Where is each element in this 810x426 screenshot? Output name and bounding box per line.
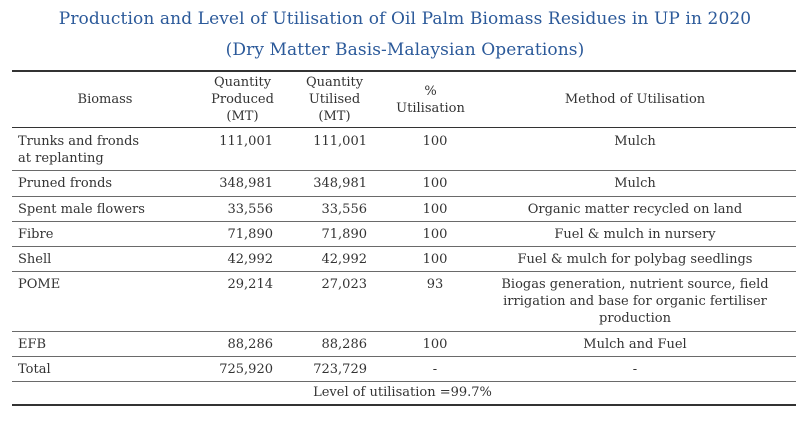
row-divider <box>12 381 796 382</box>
cell-method: Mulch <box>614 176 656 191</box>
cell-utilised: 71,890 <box>321 227 368 242</box>
table-subtitle: (Dry Matter Basis-Malaysian Operations) <box>225 40 585 60</box>
header-biomass: Biomass <box>77 92 133 107</box>
cell-utilised: 348,981 <box>313 176 367 191</box>
cell-method: Fuel & mulch in nursery <box>554 227 716 242</box>
row-divider <box>12 271 796 272</box>
bottom-rule <box>12 404 796 406</box>
row-divider <box>12 170 796 171</box>
cell-method: Fuel & mulch for polybag seedlings <box>517 252 753 267</box>
cell-biomass: Pruned fronds <box>18 176 113 191</box>
row-divider <box>12 331 796 332</box>
cell-pct: 100 <box>422 202 448 217</box>
cell-produced: 42,992 <box>227 252 274 267</box>
cell-pct: - <box>432 362 438 377</box>
cell-biomass: Trunks and fronds at replanting <box>18 134 140 166</box>
header-method: Method of Utilisation <box>564 92 706 107</box>
row-divider <box>12 356 796 357</box>
cell-utilised: 27,023 <box>321 277 368 292</box>
cell-method: Mulch and Fuel <box>583 337 687 352</box>
header-pct-utilisation: % Utilisation <box>396 84 465 116</box>
row-divider <box>12 246 796 247</box>
cell-biomass: Shell <box>18 252 52 267</box>
header-qty-produced: Quantity Produced (MT) <box>211 75 274 124</box>
cell-utilised: 88,286 <box>321 337 368 352</box>
cell-utilised: 42,992 <box>321 252 368 267</box>
cell-utilised: 111,001 <box>313 134 367 149</box>
table-title: Production and Level of Utilisation of O… <box>58 9 752 29</box>
header-rule <box>12 127 796 128</box>
cell-produced: 33,556 <box>227 202 274 217</box>
row-divider <box>12 196 796 197</box>
cell-biomass: Spent male flowers <box>18 202 145 217</box>
cell-biomass: EFB <box>18 337 47 352</box>
row-divider <box>12 221 796 222</box>
cell-biomass: Total <box>18 362 51 377</box>
utilisation-level-note: Level of utilisation =99.7% <box>313 385 492 400</box>
cell-produced: 71,890 <box>227 227 274 242</box>
cell-method: Organic matter recycled on land <box>527 202 743 217</box>
cell-utilised: 33,556 <box>321 202 368 217</box>
cell-pct: 100 <box>422 227 448 242</box>
cell-produced: 29,214 <box>227 277 274 292</box>
cell-pct: 100 <box>422 134 448 149</box>
cell-pct: 100 <box>422 252 448 267</box>
cell-produced: 725,920 <box>219 362 273 377</box>
cell-pct: 100 <box>422 176 448 191</box>
cell-method: - <box>632 362 638 377</box>
cell-method: Biogas generation, nutrient source, fiel… <box>501 277 769 326</box>
cell-pct: 100 <box>422 337 448 352</box>
cell-method: Mulch <box>614 134 656 149</box>
cell-biomass: POME <box>18 277 61 292</box>
cell-pct: 93 <box>426 277 444 292</box>
header-qty-utilised: Quantity Utilised (MT) <box>305 75 364 124</box>
cell-produced: 88,286 <box>227 337 274 352</box>
top-rule <box>12 70 796 72</box>
cell-utilised: 723,729 <box>313 362 367 377</box>
cell-produced: 111,001 <box>219 134 273 149</box>
cell-produced: 348,981 <box>219 176 273 191</box>
cell-biomass: Fibre <box>18 227 54 242</box>
